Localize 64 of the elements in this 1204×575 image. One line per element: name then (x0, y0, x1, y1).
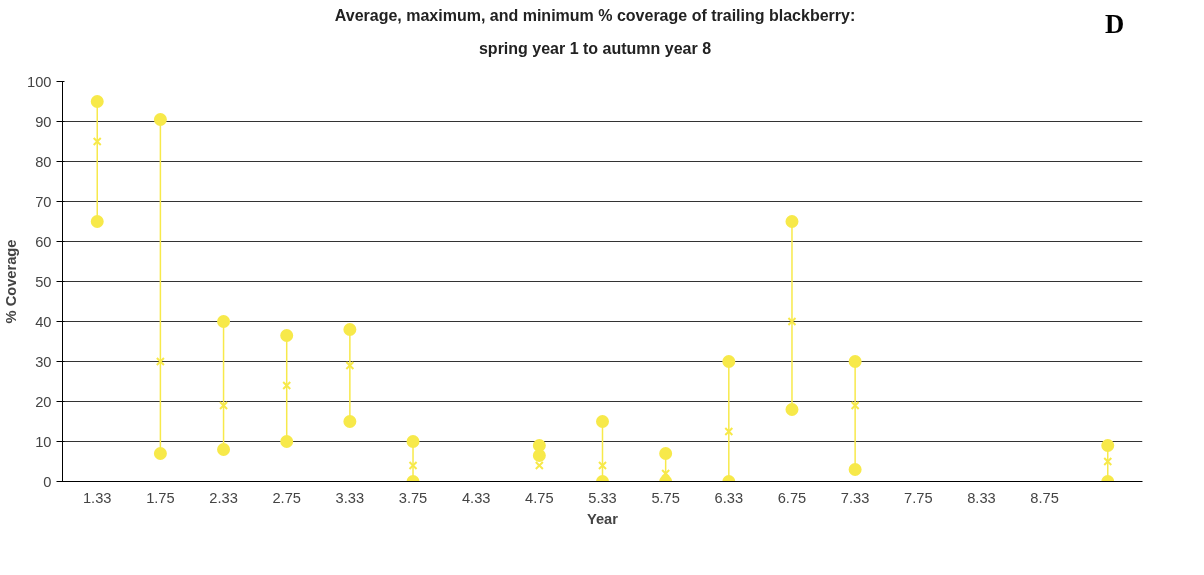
x-tick-label: 6.75 (777, 489, 807, 506)
x-tick-label: 1.75 (146, 489, 175, 506)
x-tick-label: 3.33 (335, 489, 365, 506)
point (597, 460, 608, 470)
x-tick-label: 2.33 (209, 489, 238, 506)
point (90, 94, 104, 108)
y-tick-label: 10 (35, 433, 52, 450)
point (785, 214, 799, 228)
x-tick-label: 8.75 (1030, 489, 1059, 506)
point (345, 360, 355, 370)
point (596, 414, 609, 428)
x-tick-label: 4.33 (461, 489, 491, 506)
point (90, 214, 104, 228)
point (408, 460, 418, 470)
point (153, 446, 167, 460)
y-tick-label: 80 (35, 153, 52, 170)
point (534, 460, 544, 470)
point (848, 462, 862, 476)
x-tick-label: 6.33 (714, 489, 744, 506)
y-tick-label: 40 (35, 313, 52, 330)
y-tick-label: 0 (43, 473, 52, 490)
y-tick-label: 90 (35, 113, 52, 130)
x-tick-label: 7.33 (840, 489, 870, 506)
y-tick-label: 30 (35, 353, 52, 370)
text: D (1105, 8, 1125, 41)
point (217, 314, 231, 328)
x-tick-label: 4.75 (525, 489, 554, 506)
y-tick-label: 60 (35, 233, 52, 250)
point (282, 380, 292, 390)
x-axis-title: Year (587, 510, 619, 527)
point (280, 434, 294, 448)
y-tick-label: 100 (27, 73, 52, 90)
point (343, 322, 357, 336)
x-tick-label: 5.33 (588, 489, 617, 506)
point (787, 316, 797, 326)
y-axis-title: % Coverage (3, 239, 20, 324)
x-tick-label: 2.75 (272, 489, 301, 506)
x-tick-label: 1.33 (82, 489, 112, 506)
point (406, 434, 420, 448)
x-tick-label: 7.75 (904, 489, 933, 506)
point (661, 468, 671, 478)
point (850, 400, 860, 410)
point (219, 400, 229, 410)
point (343, 414, 357, 428)
point (1101, 438, 1115, 452)
x-tick-label: 3.75 (398, 489, 428, 506)
point (659, 446, 673, 460)
point (722, 354, 736, 368)
point (1103, 456, 1113, 466)
chart-title: Average, maximum, and minimum % coverage of trailing blackberry: spring year 1 to autumn year 8 (334, 6, 856, 59)
y-tick-label: 20 (35, 393, 52, 410)
point (532, 448, 546, 462)
point (155, 356, 165, 366)
point (785, 402, 799, 416)
point (92, 136, 102, 146)
point (153, 112, 167, 126)
y-tick-label: 70 (35, 193, 52, 210)
point (280, 328, 294, 342)
y-tick-label: 50 (35, 273, 52, 290)
point (724, 426, 734, 436)
x-tick-label: 8.33 (967, 489, 996, 506)
point (848, 354, 862, 368)
point (217, 442, 231, 456)
x-tick-label: 5.75 (651, 489, 680, 506)
